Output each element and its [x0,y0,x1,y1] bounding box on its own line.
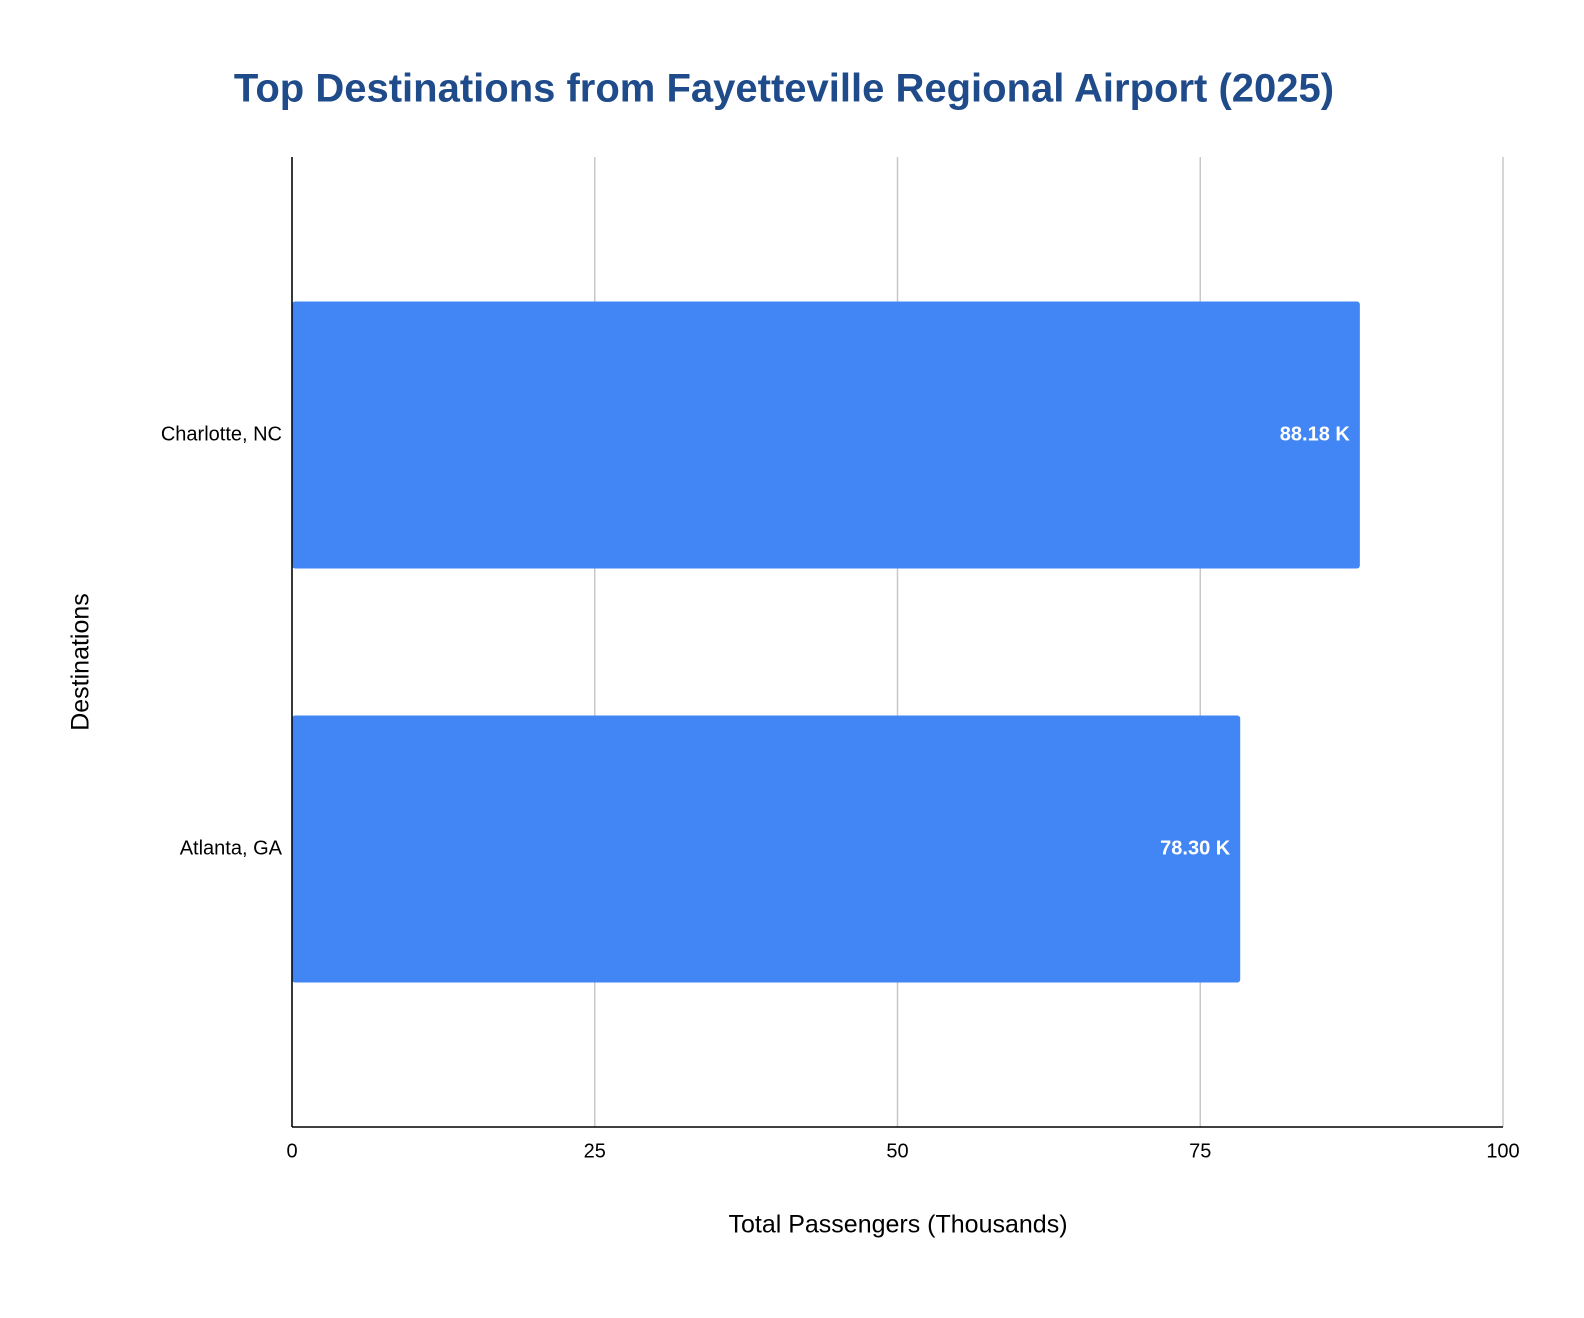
chart-title: Top Destinations from Fayetteville Regio… [234,67,1334,111]
bar [292,715,1241,983]
x-tick-label: 50 [886,1140,908,1162]
y-axis-label: Destinations [67,593,95,731]
bar [292,301,1360,569]
x-axis-label: Total Passengers (Thousands) [728,1211,1067,1239]
x-tick-label: 100 [1486,1140,1519,1162]
value-label: 78.30 K [1160,837,1231,859]
x-tick-label: 75 [1189,1140,1211,1162]
x-tick-label: 25 [584,1140,606,1162]
x-tick-label: 0 [286,1140,297,1162]
y-tick-label: Charlotte, NC [161,423,282,445]
y-tick-label: Atlanta, GA [180,837,283,859]
value-label: 88.18 K [1280,423,1351,445]
